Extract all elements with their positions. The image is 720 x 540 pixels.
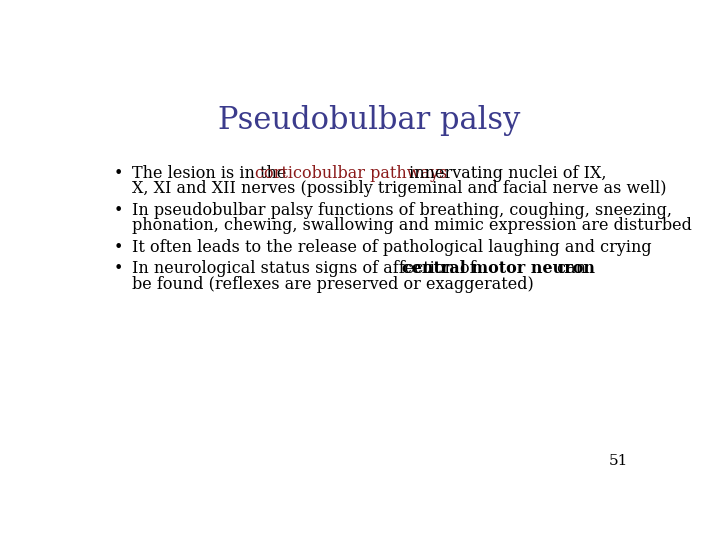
Text: innervating nuclei of IX,: innervating nuclei of IX, (405, 165, 607, 182)
Text: •: • (114, 239, 123, 256)
Text: phonation, chewing, swallowing and mimic expression are disturbed: phonation, chewing, swallowing and mimic… (132, 217, 692, 234)
Text: X, XI and XII nerves (possibly trigeminal and facial nerve as well): X, XI and XII nerves (possibly trigemina… (132, 180, 666, 197)
Text: The lesion is in the: The lesion is in the (132, 165, 292, 182)
Text: central motor neuron: central motor neuron (402, 260, 595, 278)
Text: In pseudobulbar palsy functions of breathing, coughing, sneezing,: In pseudobulbar palsy functions of breat… (132, 202, 672, 219)
Text: It often leads to the release of pathological laughing and crying: It often leads to the release of patholo… (132, 239, 652, 256)
Text: be found (reflexes are preserved or exaggerated): be found (reflexes are preserved or exag… (132, 276, 534, 293)
Text: •: • (114, 202, 123, 219)
Text: •: • (114, 260, 123, 278)
Text: •: • (114, 165, 123, 182)
Text: In neurological status signs of affection of: In neurological status signs of affectio… (132, 260, 481, 278)
Text: corticobulbar pathways: corticobulbar pathways (256, 165, 448, 182)
Text: can: can (552, 260, 585, 278)
Text: 51: 51 (609, 454, 629, 468)
Text: Pseudobulbar palsy: Pseudobulbar palsy (218, 105, 520, 136)
